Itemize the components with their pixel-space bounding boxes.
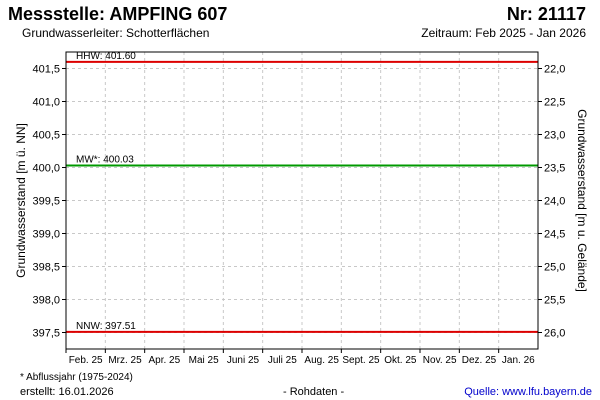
y-tick-label: 399,0 <box>32 229 60 241</box>
y-tick-label: 397,5 <box>32 328 60 340</box>
right-y-tick-label: 22,0 <box>544 64 565 76</box>
station-title: Messstelle: AMPFING 607 <box>8 4 228 24</box>
x-tick-label: Mai 25 <box>189 355 219 366</box>
x-tick-label: Juli 25 <box>268 355 297 366</box>
station-number: Nr: 21117 <box>506 4 586 24</box>
reference-label-mw: MW*: 400.03 <box>76 155 134 166</box>
y-tick-label: 400,5 <box>32 130 60 142</box>
raw-data-note: - Rohdaten - <box>283 386 345 398</box>
right-y-tick-label: 23,5 <box>544 163 565 175</box>
y-tick-label: 400,0 <box>32 163 60 175</box>
reference-label-hhw: HHW: 401.60 <box>76 51 136 62</box>
right-y-tick-label: 24,5 <box>544 229 565 241</box>
x-tick-label: Aug. 25 <box>304 355 339 366</box>
right-y-tick-label: 26,0 <box>544 328 565 340</box>
x-tick-label: Mrz. 25 <box>108 355 142 366</box>
x-tick-label: Juni 25 <box>227 355 260 366</box>
x-tick-label: Nov. 25 <box>423 355 457 366</box>
y-axis-title: Grundwasserstand [m ü. NN] <box>14 123 28 278</box>
y-tick-label: 398,5 <box>32 262 60 274</box>
right-y-tick-label: 24,0 <box>544 196 565 208</box>
reference-lines: HHW: 401.60 MW*: 400.03 NNW: 397.51 <box>66 51 538 333</box>
x-tick-label: Feb. 25 <box>69 355 103 366</box>
y-tick-label: 399,5 <box>32 196 60 208</box>
period-label: Zeitraum: Feb 2025 - Jan 2026 <box>421 26 586 40</box>
x-tick-label: Jan. 26 <box>502 355 535 366</box>
right-y-axis-title: Grundwasserstand [m u. Gelände] <box>575 109 589 292</box>
source-link[interactable]: Quelle: www.lfu.bayern.de <box>464 386 592 398</box>
aquifer-label: Grundwasserleiter: Schotterflächen <box>22 26 210 40</box>
right-y-tick-label: 23,0 <box>544 130 565 142</box>
x-tick-label: Sept. 25 <box>342 355 380 366</box>
plot-frame <box>65 51 539 350</box>
y-tick-label: 398,0 <box>32 295 60 307</box>
created-date: erstellt: 16.01.2026 <box>20 386 114 398</box>
reference-label-nnw: NNW: 397.51 <box>76 321 136 332</box>
grid-layer <box>66 52 538 349</box>
axes: 397,5 398,0 398,5 399,0 399,5 400,0 400,5 401,0… <box>14 64 589 367</box>
y-tick-label: 401,0 <box>32 97 60 109</box>
right-y-tick-label: 25,0 <box>544 262 565 274</box>
right-y-tick-label: 22,5 <box>544 97 565 109</box>
y-tick-label: 401,5 <box>32 64 60 76</box>
right-y-tick-label: 25,5 <box>544 295 565 307</box>
x-tick-label: Okt. 25 <box>384 355 417 366</box>
footnote: * Abflussjahr (1975-2024) <box>20 372 133 383</box>
x-tick-label: Dez. 25 <box>462 355 497 366</box>
x-tick-label: Apr. 25 <box>148 355 180 366</box>
